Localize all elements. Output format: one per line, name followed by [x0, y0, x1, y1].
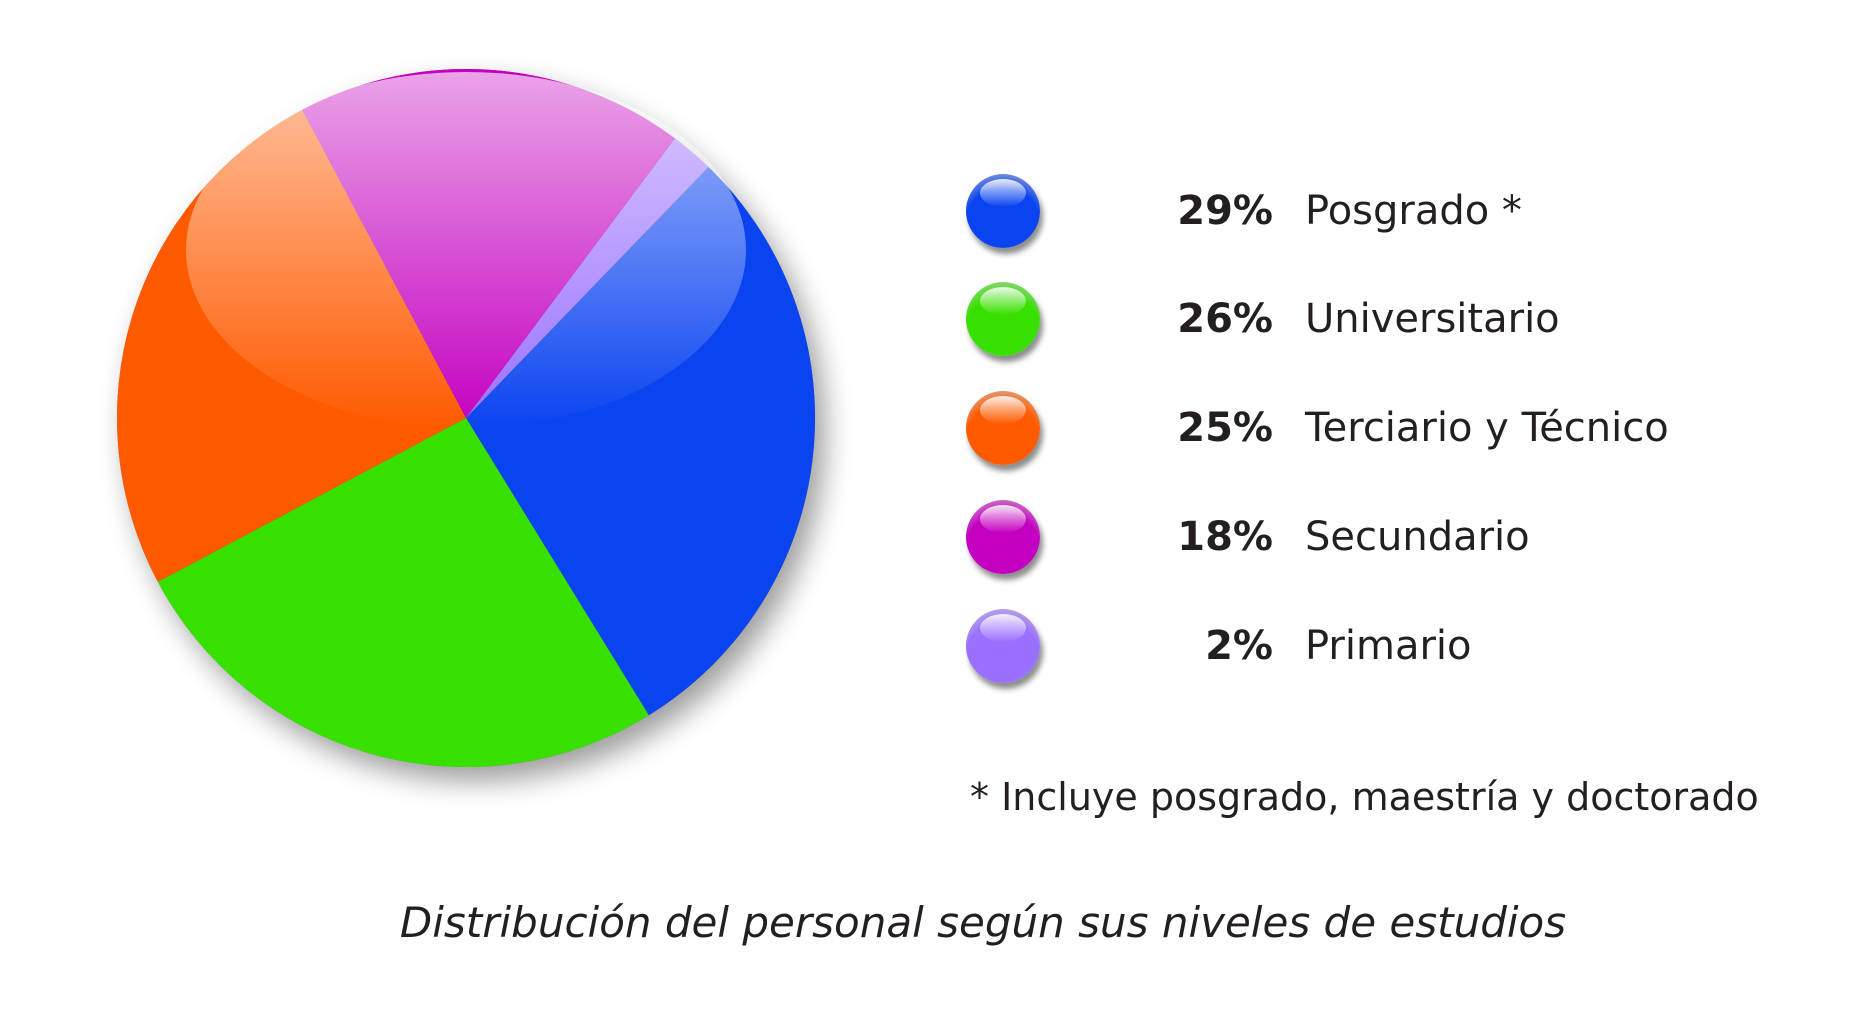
legend-label: Terciario y Técnico	[1305, 405, 1669, 451]
legend-percent: 29%	[1177, 188, 1273, 234]
legend-swatch	[966, 609, 1040, 683]
legend-item: 25% Terciario y Técnico	[966, 388, 1669, 468]
legend-percent: 26%	[1177, 296, 1273, 342]
pie-gloss	[186, 72, 746, 428]
legend-label: Secundario	[1305, 514, 1530, 560]
legend-percent: 25%	[1177, 405, 1273, 451]
legend-item: 29% Posgrado *	[966, 171, 1522, 251]
legend-label: Posgrado *	[1305, 188, 1522, 234]
legend-label: Primario	[1305, 623, 1472, 669]
legend-swatch	[966, 500, 1040, 574]
legend-item: 26% Universitario	[966, 279, 1560, 359]
legend-item: 18% Secundario	[966, 497, 1530, 577]
legend-item: 2% Primario	[966, 606, 1471, 686]
footnote: * Incluye posgrado, maestría y doctorado	[970, 775, 1759, 819]
legend-swatch	[966, 174, 1040, 248]
pie-slice-1	[157, 418, 649, 768]
legend-swatch	[966, 391, 1040, 465]
legend-label: Universitario	[1305, 296, 1560, 342]
legend-percent: 2%	[1205, 623, 1273, 669]
legend-percent: 18%	[1177, 514, 1273, 560]
chart-title: Distribución del personal según sus nive…	[399, 898, 1567, 947]
legend-swatch	[966, 282, 1040, 356]
